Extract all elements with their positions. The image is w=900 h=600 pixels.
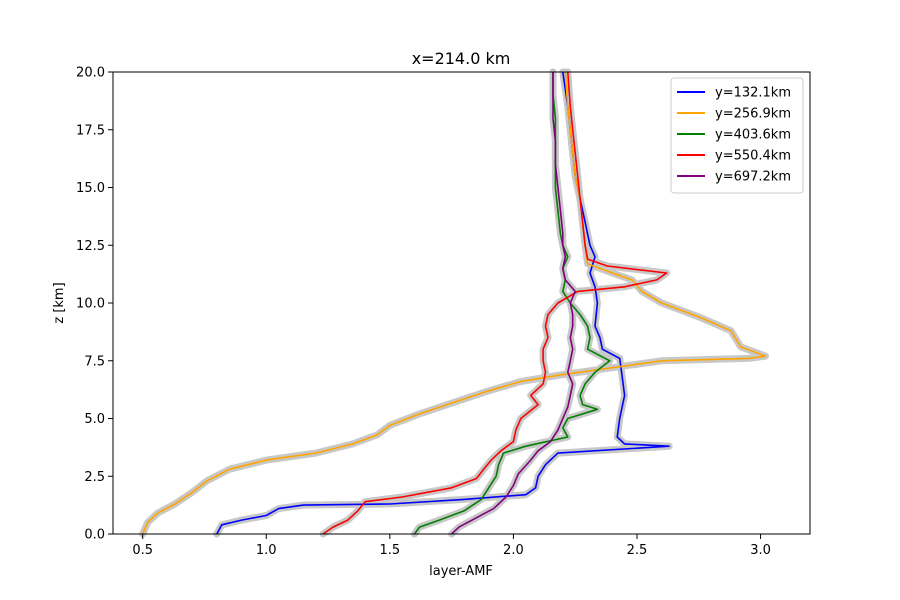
y-tick-label: 12.5	[76, 239, 105, 254]
x-axis-title: layer-AMF	[429, 564, 493, 579]
y-tick-label: 2.5	[84, 470, 105, 485]
series-line-3	[322, 71, 668, 535]
series-band-0	[213, 68, 673, 538]
x-tick-label: 0.5	[132, 543, 153, 558]
series-band-3	[319, 68, 671, 538]
y-tick-label: 20.0	[76, 66, 105, 81]
x-axis-ticks: 0.5 1.0 1.5 2.0 2.5 3.0	[132, 534, 771, 558]
series-line-4	[451, 72, 577, 535]
legend: y=132.1km y=256.9km y=403.6km y=550.4km y=69…	[670, 77, 804, 194]
y-tick-label: 10.0	[76, 297, 105, 312]
legend-label-2: y=403.6km	[715, 128, 791, 143]
y-tick-label: 5.0	[84, 412, 105, 427]
y-axis-ticks: 0.0 2.5 5.0 7.5 10.0 12.5 15.0 17.5 20.0	[76, 66, 113, 543]
x-tick-label: 1.0	[256, 543, 277, 558]
legend-label-3: y=550.4km	[715, 149, 791, 164]
series-line-0	[216, 71, 670, 535]
y-tick-label: 7.5	[84, 354, 105, 369]
series-line-2	[413, 72, 611, 535]
x-tick-label: 1.5	[379, 543, 400, 558]
chart-title: x=214.0 km	[412, 49, 511, 68]
x-tick-label: 2.0	[503, 543, 524, 558]
legend-label-4: y=697.2km	[715, 170, 791, 185]
series-lines	[141, 71, 767, 535]
y-tick-label: 0.0	[84, 528, 105, 543]
series-band-2	[411, 68, 614, 538]
x-tick-label: 2.5	[627, 543, 648, 558]
legend-box	[670, 77, 804, 194]
y-axis-title: z [km]	[52, 282, 67, 323]
y-tick-label: 15.0	[76, 181, 105, 196]
x-tick-label: 3.0	[750, 543, 771, 558]
legend-label-1: y=256.9km	[715, 107, 791, 122]
y-tick-label: 17.5	[76, 123, 105, 138]
legend-label-0: y=132.1km	[715, 86, 791, 101]
